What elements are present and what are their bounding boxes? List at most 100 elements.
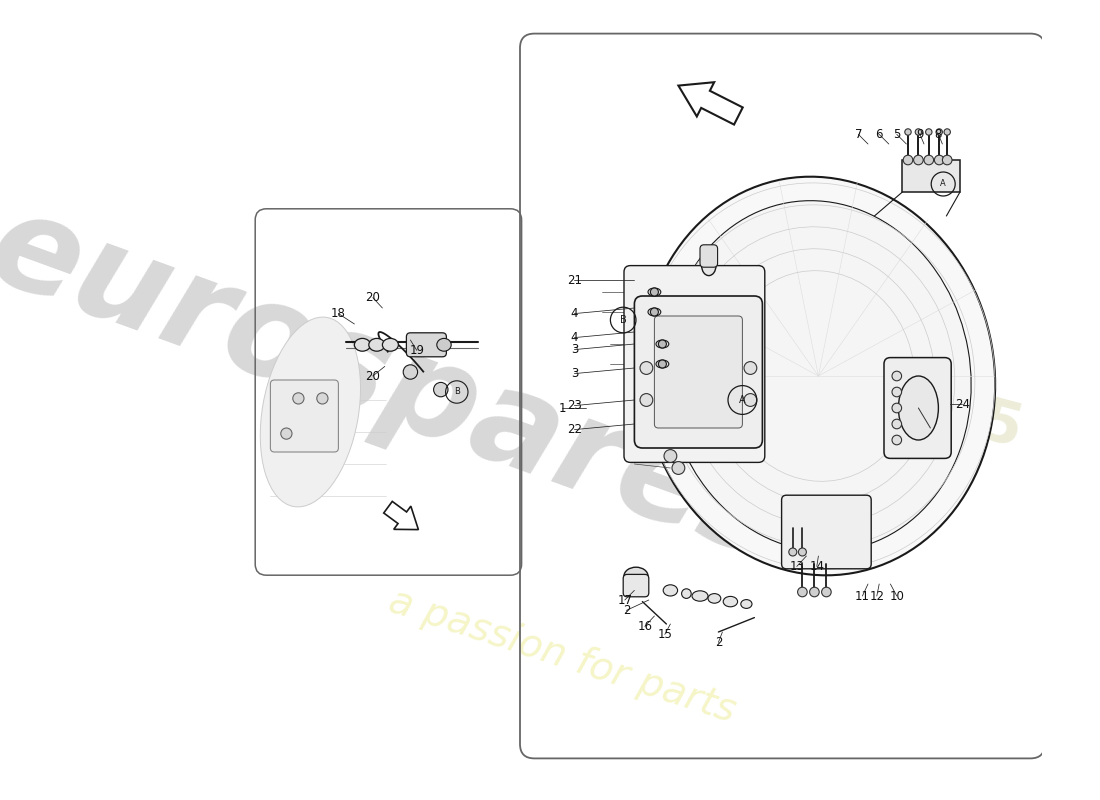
Text: 15: 15 bbox=[658, 628, 672, 641]
Ellipse shape bbox=[666, 201, 971, 551]
Text: a passion for parts: a passion for parts bbox=[384, 582, 740, 730]
Circle shape bbox=[914, 155, 923, 165]
Text: 2: 2 bbox=[715, 636, 722, 649]
Text: 21: 21 bbox=[566, 274, 582, 286]
Text: eurospares: eurospares bbox=[0, 182, 801, 586]
FancyBboxPatch shape bbox=[654, 316, 743, 428]
Text: 5: 5 bbox=[893, 128, 901, 141]
Circle shape bbox=[905, 129, 911, 135]
Circle shape bbox=[903, 155, 913, 165]
Circle shape bbox=[799, 548, 806, 556]
Text: 7: 7 bbox=[855, 128, 862, 141]
Circle shape bbox=[798, 587, 807, 597]
Circle shape bbox=[892, 387, 902, 397]
Circle shape bbox=[925, 129, 932, 135]
Ellipse shape bbox=[740, 600, 752, 608]
Ellipse shape bbox=[899, 376, 938, 440]
Text: 20: 20 bbox=[365, 291, 381, 304]
Circle shape bbox=[433, 382, 448, 397]
Text: 9: 9 bbox=[916, 128, 924, 141]
Text: 13: 13 bbox=[790, 560, 804, 573]
Text: 1: 1 bbox=[559, 402, 566, 414]
Circle shape bbox=[317, 393, 328, 404]
Text: 3: 3 bbox=[571, 343, 579, 356]
Text: 14: 14 bbox=[810, 560, 824, 573]
Circle shape bbox=[659, 360, 667, 368]
Ellipse shape bbox=[682, 589, 691, 598]
Text: 22: 22 bbox=[566, 423, 582, 436]
Ellipse shape bbox=[383, 338, 398, 351]
Circle shape bbox=[293, 393, 304, 404]
Circle shape bbox=[789, 548, 796, 556]
FancyArrow shape bbox=[384, 502, 418, 530]
Circle shape bbox=[672, 462, 685, 474]
Text: A: A bbox=[739, 395, 746, 405]
Ellipse shape bbox=[648, 288, 661, 296]
Circle shape bbox=[924, 155, 934, 165]
Text: 8: 8 bbox=[935, 128, 942, 141]
Text: A: A bbox=[940, 179, 946, 189]
Text: B: B bbox=[454, 387, 460, 397]
Text: 24: 24 bbox=[955, 398, 970, 410]
Ellipse shape bbox=[663, 585, 678, 596]
Circle shape bbox=[944, 129, 950, 135]
Ellipse shape bbox=[708, 594, 720, 603]
Ellipse shape bbox=[723, 597, 738, 606]
Circle shape bbox=[404, 365, 418, 379]
FancyBboxPatch shape bbox=[406, 333, 447, 357]
Ellipse shape bbox=[261, 317, 361, 507]
Circle shape bbox=[810, 587, 820, 597]
Ellipse shape bbox=[368, 338, 385, 351]
Text: 3: 3 bbox=[571, 367, 579, 380]
Text: 11: 11 bbox=[855, 590, 870, 602]
Circle shape bbox=[915, 129, 922, 135]
Circle shape bbox=[892, 419, 902, 429]
FancyBboxPatch shape bbox=[624, 266, 764, 462]
Text: B: B bbox=[619, 315, 627, 325]
Ellipse shape bbox=[656, 360, 669, 368]
Circle shape bbox=[934, 155, 944, 165]
Text: 19: 19 bbox=[409, 344, 425, 357]
Text: 4: 4 bbox=[571, 307, 579, 320]
Circle shape bbox=[280, 428, 292, 439]
Circle shape bbox=[892, 403, 902, 413]
Text: 20: 20 bbox=[365, 370, 381, 382]
FancyBboxPatch shape bbox=[271, 380, 339, 452]
Circle shape bbox=[744, 394, 757, 406]
Circle shape bbox=[744, 362, 757, 374]
Text: 4: 4 bbox=[571, 331, 579, 344]
Ellipse shape bbox=[437, 338, 451, 351]
Text: 17: 17 bbox=[617, 594, 632, 606]
Circle shape bbox=[892, 435, 902, 445]
Text: 18: 18 bbox=[331, 307, 345, 320]
FancyBboxPatch shape bbox=[624, 574, 649, 597]
Ellipse shape bbox=[702, 256, 716, 275]
FancyArrow shape bbox=[679, 82, 743, 125]
Circle shape bbox=[640, 362, 652, 374]
Text: 12: 12 bbox=[869, 590, 884, 602]
Circle shape bbox=[664, 450, 676, 462]
Circle shape bbox=[650, 308, 659, 316]
Circle shape bbox=[892, 371, 902, 381]
Text: 6: 6 bbox=[876, 128, 883, 141]
Ellipse shape bbox=[354, 338, 371, 351]
FancyBboxPatch shape bbox=[902, 160, 960, 192]
Circle shape bbox=[659, 340, 667, 348]
FancyBboxPatch shape bbox=[700, 245, 717, 267]
Ellipse shape bbox=[624, 567, 648, 585]
Circle shape bbox=[650, 288, 659, 296]
Ellipse shape bbox=[692, 590, 708, 602]
Text: 2: 2 bbox=[623, 604, 630, 617]
Text: 10: 10 bbox=[890, 590, 904, 602]
Text: 23: 23 bbox=[566, 399, 582, 412]
FancyBboxPatch shape bbox=[884, 358, 952, 458]
Text: 985: 985 bbox=[896, 373, 1028, 459]
Circle shape bbox=[822, 587, 832, 597]
Text: 16: 16 bbox=[637, 620, 652, 633]
FancyBboxPatch shape bbox=[782, 495, 871, 569]
Circle shape bbox=[943, 155, 951, 165]
Circle shape bbox=[936, 129, 943, 135]
Ellipse shape bbox=[656, 340, 669, 348]
Circle shape bbox=[640, 394, 652, 406]
Ellipse shape bbox=[641, 177, 996, 575]
